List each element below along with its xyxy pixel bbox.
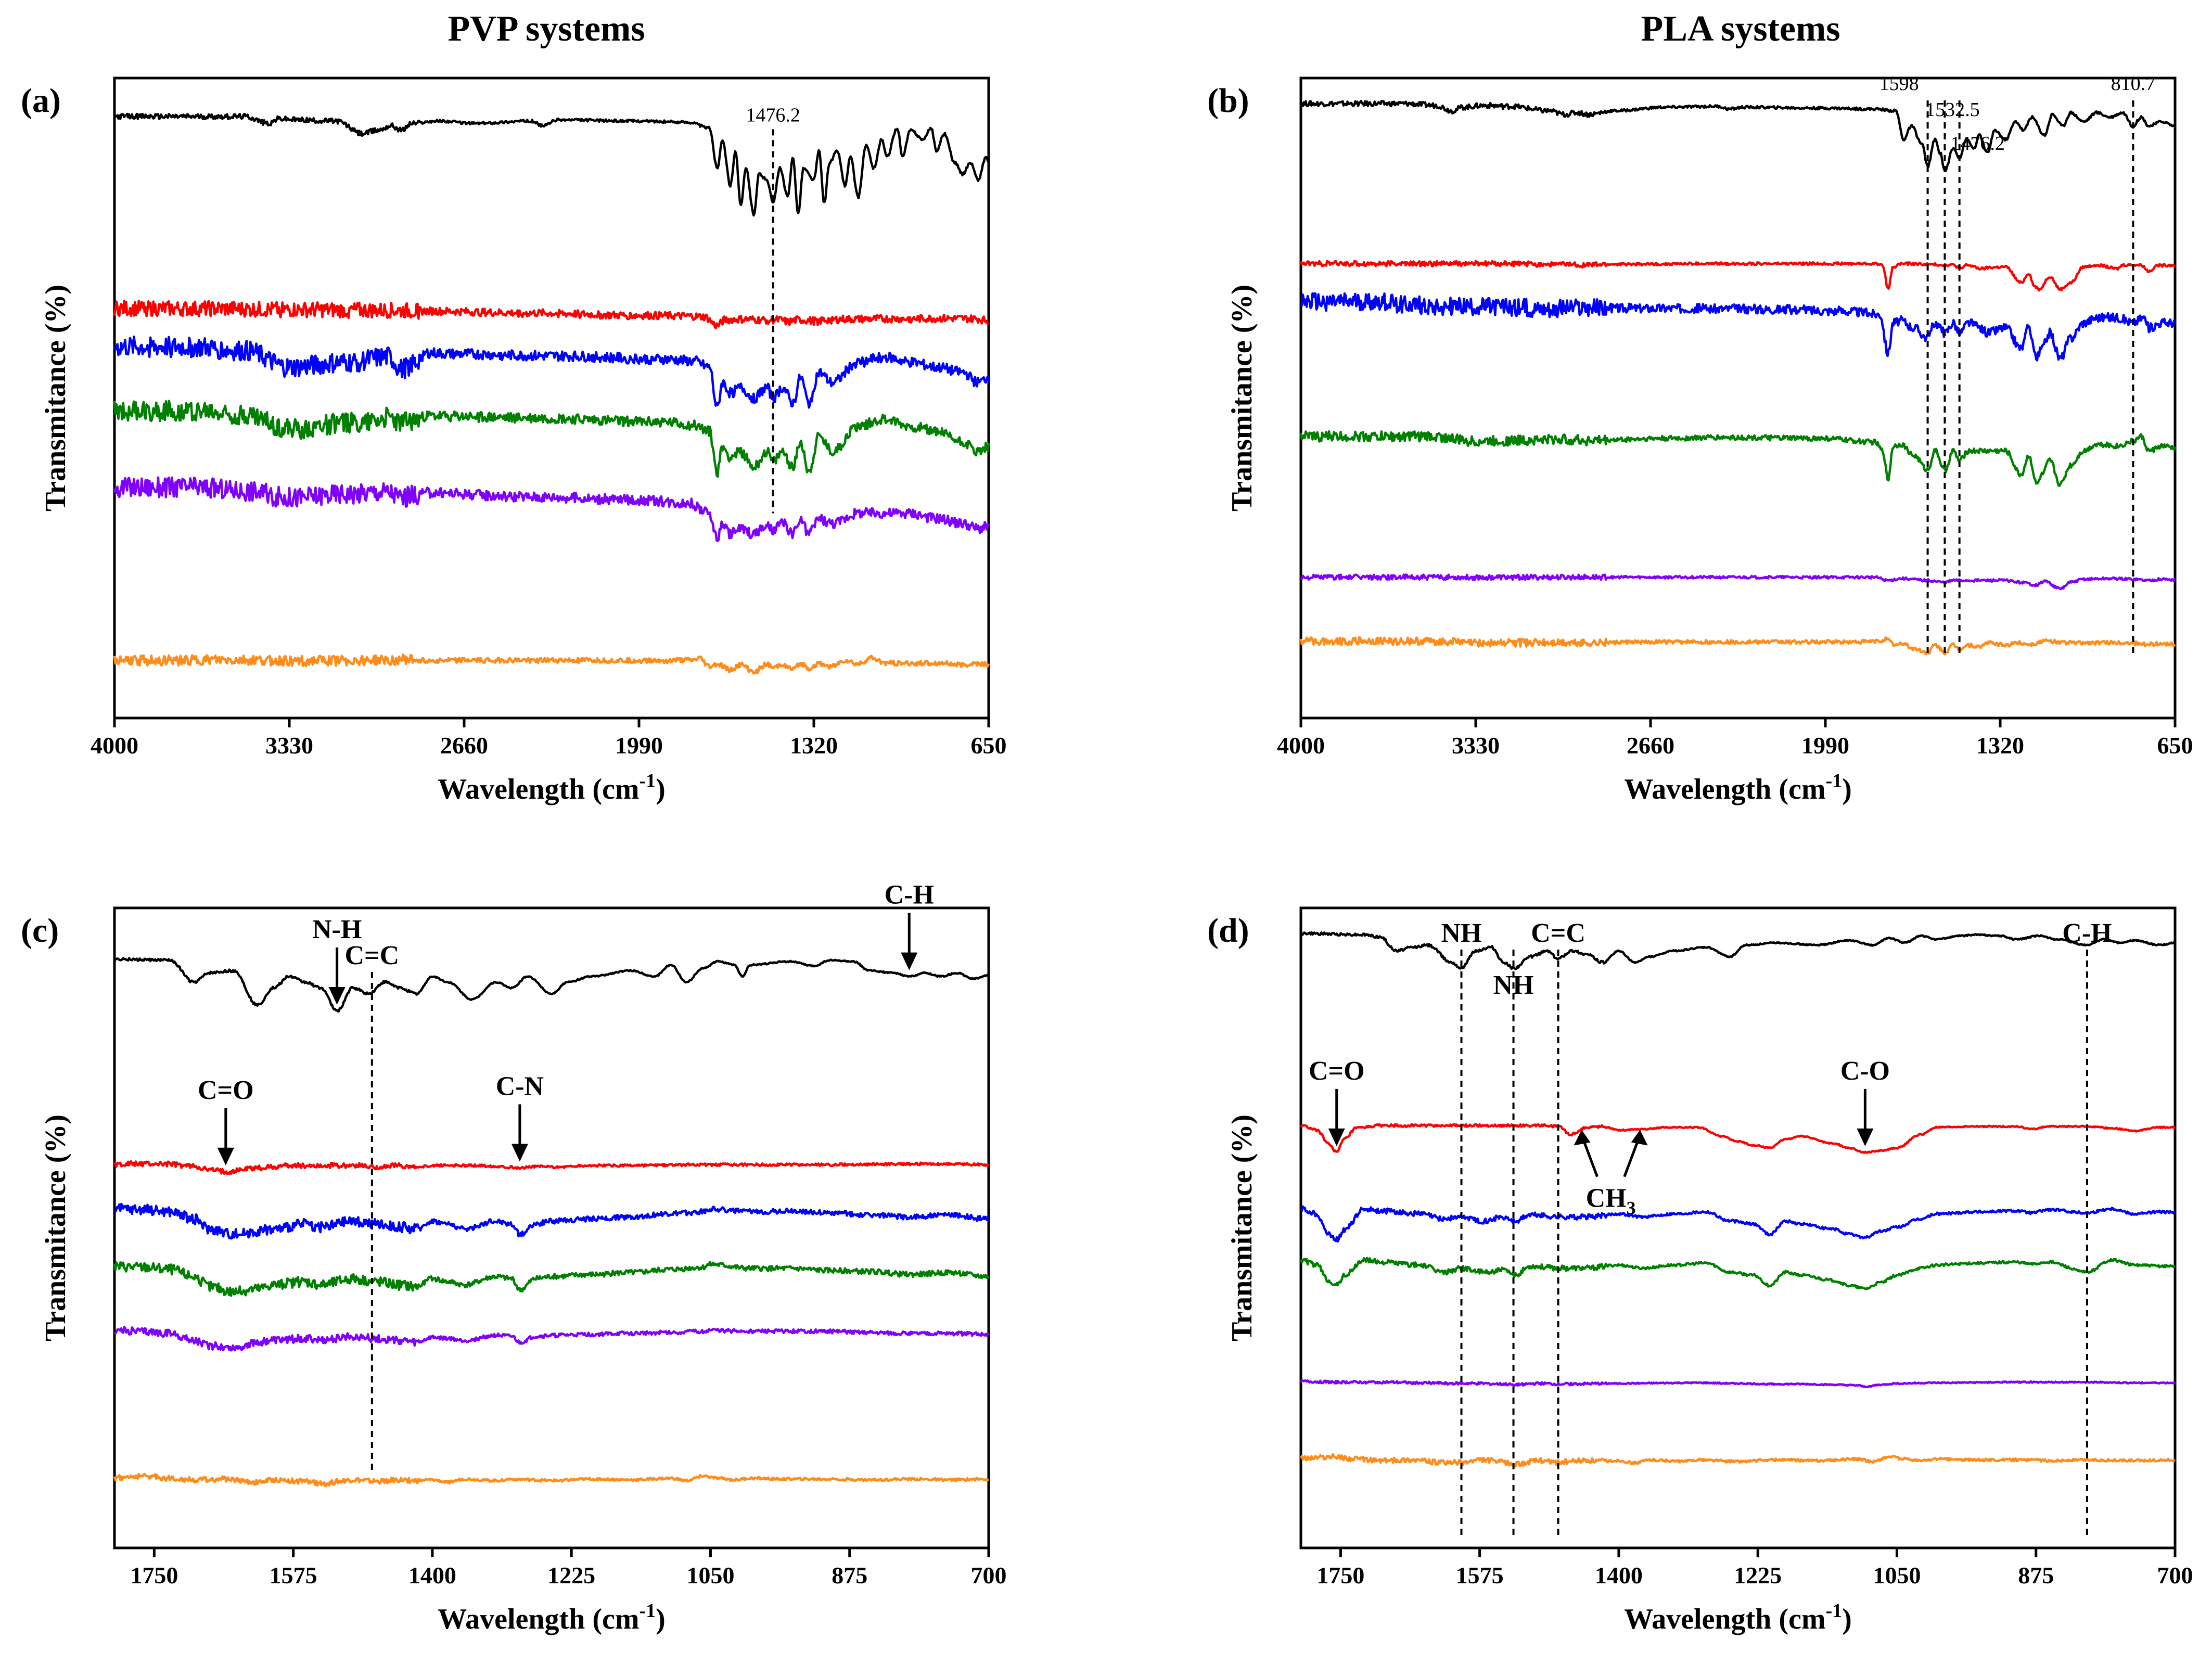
x-tick-label: 1575 xyxy=(1456,1562,1504,1589)
column-title-pla: PLA systems xyxy=(1641,9,1840,49)
marker-label: 1532.5 xyxy=(1925,99,1980,121)
x-axis-label: Wavelength (cm-1) xyxy=(438,770,666,805)
x-tick-label: 2660 xyxy=(1627,732,1674,759)
plot-frame xyxy=(113,76,990,720)
spectrum-series-6 xyxy=(113,1472,989,1488)
spectrum-series-1 xyxy=(114,112,990,217)
marker-label: C=C xyxy=(344,941,399,970)
x-tick-label: 2660 xyxy=(440,732,488,759)
y-axis-label: Transmitance (%) xyxy=(40,1115,72,1341)
spectrum-series-4 xyxy=(113,1260,990,1297)
marker-label: 1598 xyxy=(1879,73,1919,95)
x-tick-label: 875 xyxy=(832,1562,867,1589)
spectrum-series-6 xyxy=(1299,636,2176,656)
marker-label: 810.7 xyxy=(2111,73,2156,95)
spectrum-series-6 xyxy=(113,653,990,675)
marker-label: NH xyxy=(1441,918,1482,948)
marker-label: 1476.2 xyxy=(1950,133,2005,155)
x-tick-label: 1050 xyxy=(1873,1562,1921,1589)
spectrum-series-5 xyxy=(1299,1379,2176,1389)
x-tick-label: 700 xyxy=(971,1562,1007,1589)
spectrum-series-2 xyxy=(1299,260,2176,292)
annotation-arrow: C-H xyxy=(885,880,934,970)
x-tick-label: 1320 xyxy=(1976,732,2024,759)
x-tick-label: 1320 xyxy=(790,732,838,759)
spectrum-series-2 xyxy=(1300,1123,2176,1154)
x-tick-label: 875 xyxy=(2018,1562,2054,1589)
plot-frame xyxy=(1299,906,2177,1549)
plot-frame xyxy=(113,906,990,1549)
x-tick-label: 1990 xyxy=(1801,732,1849,759)
annotation-arrow: CH3 xyxy=(1574,1130,1648,1219)
panel-c: (c) Transmitance (%) Wavelength (cm-1) 1750… xyxy=(21,880,1007,1635)
x-tick-label: 1400 xyxy=(1595,1562,1643,1589)
x-axis-label: Wavelength (cm-1) xyxy=(1624,770,1852,805)
x-tick-label: 1225 xyxy=(1734,1562,1782,1589)
y-axis-label: Transmitance (%) xyxy=(1226,1115,1258,1341)
x-tick-label: 1050 xyxy=(686,1562,734,1589)
annotation-label: N-H xyxy=(312,915,362,944)
annotation-label: C=O xyxy=(1309,1056,1365,1086)
spectrum-series-3 xyxy=(1300,292,2176,362)
y-axis-label: Transmitance (%) xyxy=(1226,285,1258,511)
panel-label: (d) xyxy=(1207,912,1249,950)
x-tick-label: 4000 xyxy=(91,732,138,759)
annotation-label: C=O xyxy=(198,1075,254,1105)
x-tick-label: 1990 xyxy=(615,732,663,759)
x-tick-label: 1750 xyxy=(1316,1562,1364,1589)
plot-frame xyxy=(1299,76,2177,720)
spectrum-series-1 xyxy=(114,957,989,1013)
x-axis-label: Wavelength (cm-1) xyxy=(438,1600,666,1635)
spectrum-series-2 xyxy=(113,300,990,330)
panels: (a) Transmitance (%) Wavelength (cm-1) 4000… xyxy=(21,73,2193,1635)
x-tick-label: 1575 xyxy=(270,1562,317,1589)
annotation-arrow: C-N xyxy=(496,1071,544,1162)
spectrum-series-6 xyxy=(1299,1453,2176,1468)
annotation-label: C-N xyxy=(496,1071,544,1101)
spectrum-series-2 xyxy=(113,1160,990,1175)
y-axis-label: Transmitance (%) xyxy=(40,285,72,511)
spectrum-series-3 xyxy=(114,1202,989,1240)
panel-label: (c) xyxy=(21,912,59,950)
panel-b: (b) Transmitance (%) Wavelength (cm-1) 4000… xyxy=(1207,73,2193,805)
annotation-arrow: C=O xyxy=(1309,1056,1365,1146)
annotation-arrow: C=O xyxy=(198,1075,254,1166)
annotation-arrow: N-H xyxy=(312,915,362,1005)
x-axis-label: Wavelength (cm-1) xyxy=(1624,1600,1852,1635)
spectrum-series-5 xyxy=(1300,573,2176,591)
marker-label: C-H xyxy=(2062,918,2112,948)
x-tick-label: 1400 xyxy=(408,1562,456,1589)
spectrum-series-4 xyxy=(1299,1257,2176,1290)
column-title-pvp: PVP systems xyxy=(447,9,645,49)
x-tick-label: 3330 xyxy=(265,732,313,759)
x-tick-label: 3330 xyxy=(1452,732,1500,759)
panel-d: (d) Transmitance (%) Wavelength (cm-1) 1750… xyxy=(1207,906,2193,1635)
spectrum-series-4 xyxy=(1299,430,2177,488)
marker-label: C=C xyxy=(1531,918,1586,948)
marker-label: NH xyxy=(1493,970,1534,1000)
spectrum-series-1 xyxy=(1300,931,2176,970)
annotation-label: CH3 xyxy=(1586,1184,1636,1219)
x-tick-label: 4000 xyxy=(1277,732,1325,759)
spectrum-series-1 xyxy=(1300,100,2176,172)
x-tick-label: 650 xyxy=(2157,732,2193,759)
x-tick-label: 1750 xyxy=(130,1562,178,1589)
spectrum-series-5 xyxy=(113,1326,990,1352)
panel-a: (a) Transmitance (%) Wavelength (cm-1) 4000… xyxy=(21,76,1007,805)
marker-label: 1476.2 xyxy=(746,104,800,126)
spectrum-series-3 xyxy=(113,335,990,409)
panel-label: (a) xyxy=(21,82,61,120)
x-tick-label: 650 xyxy=(971,732,1007,759)
annotation-label: C-H xyxy=(885,880,934,910)
x-tick-label: 700 xyxy=(2157,1562,2193,1589)
spectrum-series-5 xyxy=(113,476,990,542)
annotation-label: C-O xyxy=(1840,1056,1890,1086)
x-tick-label: 1225 xyxy=(547,1562,595,1589)
spectrum-series-3 xyxy=(1300,1205,2176,1243)
panel-label: (b) xyxy=(1207,82,1249,120)
annotation-arrow: C-O xyxy=(1840,1056,1890,1146)
spectrum-series-4 xyxy=(113,400,990,478)
